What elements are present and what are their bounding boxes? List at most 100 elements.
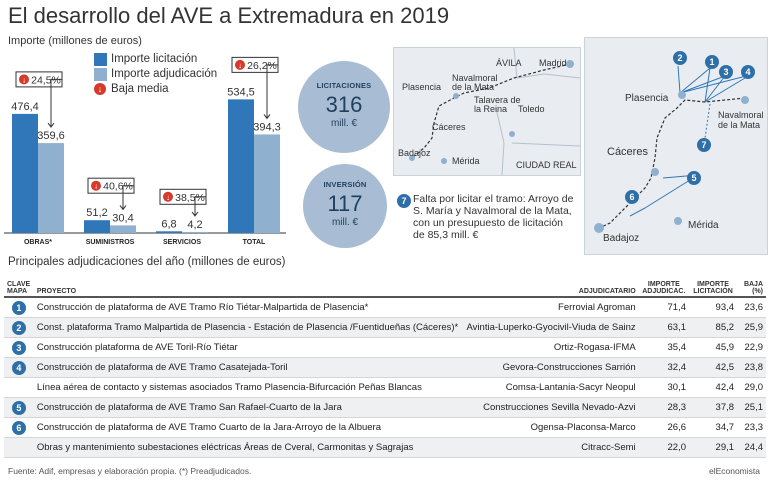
- map-marker-2: 2: [673, 51, 687, 65]
- bar-value-label: 359,6: [37, 130, 65, 142]
- clave-cell: 6: [4, 417, 34, 438]
- province-border: [511, 142, 580, 147]
- adjudicacion-cell: 32,4: [638, 357, 689, 378]
- baja-cell: 25,1: [737, 397, 766, 418]
- merida-dot: [674, 217, 682, 225]
- map-label-badajoz: Badajoz: [398, 148, 431, 158]
- map-label-plasencia: Plasencia: [625, 93, 669, 104]
- adjudicatario-cell: Comsa-Lantania-Sacyr Neopul: [463, 377, 639, 398]
- baja-value: 40,6%: [103, 181, 133, 193]
- bar-value-label: 30,4: [112, 212, 133, 224]
- table-row: 6 Construcción de plataforma de AVE Tramo…: [4, 417, 766, 438]
- baja-cell: 25,9: [737, 317, 766, 338]
- map-label-madrid: Madrid: [539, 58, 567, 68]
- brand-logo: elEconomista: [708, 466, 760, 476]
- navalmoral-dot: [741, 96, 749, 104]
- proyecto-cell: Construcción de plataforma de AVE Tramo …: [33, 397, 464, 418]
- licitacion-cell: 93,4: [689, 297, 738, 318]
- licitacion-cell: 42,5: [689, 357, 738, 378]
- map-label-merida: Mérida: [688, 220, 719, 231]
- madrid-dot: [566, 60, 574, 68]
- header-licitacion: IMPORTE LICITACIÓN: [689, 274, 738, 298]
- bar-adjudicacion: [38, 143, 64, 233]
- detail-map: 2 1 3 4 7 5 6 Plasencia Navalmoral de la…: [584, 37, 768, 255]
- adjudicatario-cell: Ortiz-Rogasa-IFMA: [463, 337, 639, 358]
- map-marker-6: 6: [625, 190, 639, 204]
- baja-value: 38,5%: [175, 192, 205, 204]
- map-label-toledo: Toledo: [518, 104, 545, 114]
- bar-value-label: 476,4: [11, 101, 39, 113]
- bar-value-label: 4,2: [187, 219, 202, 231]
- tramo-lines: [629, 65, 751, 217]
- map-label-talavera: Talavera de la Reina: [474, 95, 521, 114]
- legend-label-baja: Baja media: [111, 83, 169, 95]
- table-row: 5 Construcción de plataforma de AVE Tramo…: [4, 397, 766, 418]
- baja-value: 24,5%: [31, 74, 61, 86]
- bar-adjudicacion: [182, 231, 208, 233]
- pending-tramo-line: [704, 103, 711, 139]
- bar-licitacion: [84, 220, 110, 233]
- baja-cell: 23,6: [737, 297, 766, 318]
- province-border: [513, 48, 580, 79]
- legend-swatch-licitacion: [94, 53, 107, 66]
- adjudicacion-cell: 26,6: [638, 417, 689, 438]
- badajoz-dot: [409, 155, 415, 161]
- licitacion-cell: 34,7: [689, 417, 738, 438]
- map-label-avila: ÁVILA: [496, 58, 522, 68]
- map-key-badge: 5: [11, 400, 26, 415]
- licitacion-cell: 42,4: [689, 377, 738, 398]
- table-row: 4 Construcción de plataforma de AVE Tramo…: [4, 357, 766, 378]
- licitacion-cell: 37,8: [689, 397, 738, 418]
- licitacion-cell: 85,2: [689, 317, 738, 338]
- map-marker-5: 5: [687, 171, 701, 185]
- baja-cell: 22,9: [737, 337, 766, 358]
- map-label-ciudad-real: CIUDAD REAL: [516, 160, 577, 170]
- inversion-value: 117: [327, 191, 363, 216]
- down-arrow-icon: ↓: [94, 83, 106, 95]
- adjudicatario-cell: Ferrovial Agroman: [463, 297, 639, 318]
- source-footer: Fuente: Adif, empresas y elaboración pro…: [8, 466, 252, 476]
- adjudicaciones-table: CLAVE MAPA PROYECTO ADJUDICATARIO IMPORT…: [4, 274, 766, 458]
- bar-value-label: 51,2: [86, 207, 107, 219]
- adjudicacion-cell: 35,4: [638, 337, 689, 358]
- plasencia-dot: [678, 91, 686, 99]
- baja-arrowhead: [263, 114, 271, 120]
- map-marker-1: 1: [705, 55, 719, 69]
- note-text: Falta por licitar el tramo: Arroyo de S.…: [413, 193, 574, 241]
- inversion-bubble: INVERSIÓN 117 mill. €: [303, 164, 387, 248]
- bar-adjudicacion: [110, 225, 136, 233]
- map-key-badge: 4: [11, 360, 26, 375]
- category-label: SUMINISTROS: [86, 239, 135, 246]
- caceres-dot: [651, 168, 659, 176]
- licitaciones-value: 316: [325, 92, 363, 117]
- legend-swatch-adjudicacion: [94, 68, 107, 81]
- map-key-badge: 1: [11, 300, 26, 315]
- adjudicatario-cell: Construcciones Sevilla Nevado-Azvi: [463, 397, 639, 418]
- down-arrow-icon: [91, 180, 101, 191]
- baja-arrowhead: [191, 211, 199, 217]
- navalmoral-dot: [453, 93, 459, 99]
- proyecto-cell: Construcción plataforma de AVE Toril-Río…: [33, 337, 464, 358]
- down-arrow-icon: [235, 59, 245, 70]
- map-key-badge: 3: [11, 340, 26, 355]
- bar-adjudicacion: [254, 134, 280, 233]
- map-label-plasencia: Plasencia: [402, 82, 442, 92]
- proyecto-cell: Construcción de plataforma de AVE Tramo …: [33, 357, 464, 378]
- bar-licitacion: [12, 113, 38, 233]
- adjudicacion-cell: 71,4: [638, 297, 689, 318]
- chart-subtitle: Importe (millones de euros): [8, 35, 142, 47]
- clave-cell: 2: [4, 317, 34, 338]
- clave-cell: 3: [4, 337, 34, 358]
- clave-cell: 4: [4, 357, 34, 378]
- adjudicatario-cell: Ogensa-Placonsa-Marco: [463, 417, 639, 438]
- category-label: TOTAL: [243, 239, 266, 246]
- bar-chart: 476,4 359,6 OBRAS* ↓ 24,5% 51,2 30,4 SUMINISTRO…: [4, 56, 286, 246]
- adjudicatario-cell: Citracc-Semi: [463, 437, 639, 458]
- map-label-badajoz: Badajoz: [603, 233, 640, 244]
- baja-value: 26,2%: [247, 60, 277, 72]
- clave-cell: 5: [4, 397, 34, 418]
- overview-map-lines: [409, 48, 580, 175]
- baja-connector: [122, 185, 134, 210]
- map-label-navalmoral: Navalmoral de la Mata: [718, 110, 764, 130]
- down-arrow-glyph: ↓: [238, 61, 242, 70]
